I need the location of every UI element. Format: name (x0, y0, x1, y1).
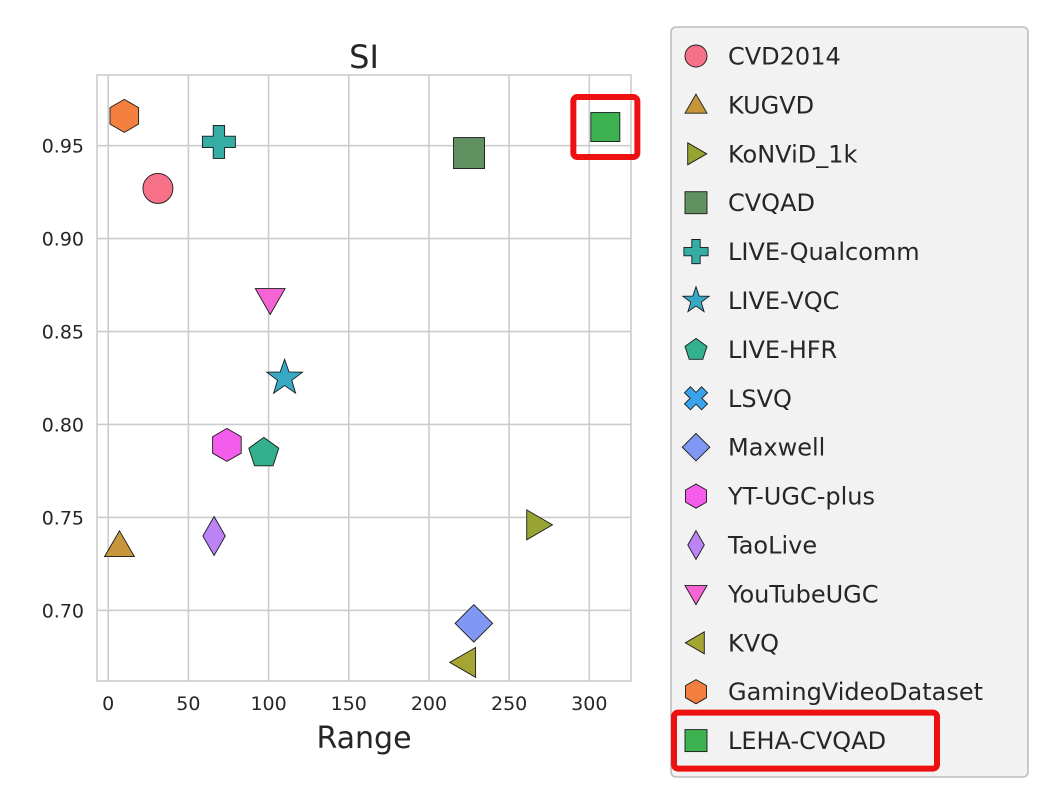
legend-marker-cvqad (684, 191, 708, 215)
legend-label: Maxwell (728, 434, 825, 462)
legend-marker-kugvd (684, 93, 708, 114)
x-tick-label: 100 (250, 693, 286, 715)
legend-marker-taolive (687, 529, 705, 561)
legend: CVD2014 KUGVD KoNViD_1k CVQAD LIVE-Qualcomm L… (670, 26, 1029, 778)
point-live-vqc (265, 357, 304, 395)
point-maxwell (454, 603, 494, 643)
legend-label: KVQ (728, 629, 779, 657)
legend-label: CVD2014 (728, 43, 841, 71)
plot-area: 0 50 100 150 200 250 300 0.70 0.75 0.80 0.85 0.90 0.… (42, 38, 641, 756)
x-tick-label: 300 (571, 693, 607, 715)
legend-label: LEHA-CVQAD (728, 727, 886, 755)
x-axis-label: Range (316, 721, 411, 756)
point-konvid-1k (526, 509, 554, 541)
legend-marker-maxwell (681, 432, 711, 462)
x-tick-label: 0 (102, 693, 114, 715)
point-gamingvideodataset (109, 98, 140, 133)
legend-marker-live-qualcomm (683, 239, 709, 265)
legend-marker-live-vqc (681, 285, 711, 313)
chart-title: SI (349, 38, 379, 76)
point-cvqad (453, 137, 485, 170)
axes-frame (96, 74, 632, 682)
x-tick-label: 200 (411, 693, 447, 715)
legend-marker-konvid-1k (687, 142, 708, 166)
point-youtubeugc (254, 288, 286, 316)
point-live-hfr (248, 436, 280, 467)
point-taolive (202, 515, 226, 557)
legend-label: LSVQ (728, 385, 792, 413)
point-kugvd (103, 529, 136, 558)
legend-frame (670, 26, 1029, 778)
legend-marker-kvq (684, 631, 705, 655)
y-tick-label: 0.95 (42, 136, 84, 158)
legend-label: LIVE-HFR (728, 336, 837, 364)
point-kvq (448, 646, 477, 679)
point-yt-ugc-plus (212, 427, 242, 462)
legend-label: TaoLive (727, 532, 817, 560)
legend-marker-live-hfr (684, 337, 708, 360)
legend-marker-leha-cvqad (684, 729, 708, 753)
legend-label: YT-UGC-plus (727, 483, 875, 511)
legend-label: KoNViD_1k (728, 140, 857, 168)
legend-highlight-box (671, 709, 940, 772)
legend-marker-youtubeugc (684, 585, 708, 606)
legend-label: GamingVideoDataset (728, 678, 983, 706)
legend-marker-yt-ugc-plus (685, 483, 707, 509)
y-tick-label: 0.75 (42, 507, 84, 529)
highlight-box (570, 94, 641, 161)
point-cvd2014 (142, 172, 174, 204)
x-tick-label: 150 (331, 693, 367, 715)
legend-label: KUGVD (728, 91, 814, 119)
x-tick-label: 50 (176, 693, 200, 715)
x-tick-label: 250 (491, 693, 527, 715)
y-tick-label: 0.90 (42, 229, 84, 251)
legend-label: LIVE-Qualcomm (728, 238, 920, 266)
point-live-qualcomm (201, 124, 236, 159)
y-tick-label: 0.70 (42, 600, 84, 622)
legend-label: LIVE-VQC (728, 287, 839, 315)
legend-marker-gamingvideodataset (685, 679, 707, 705)
y-tick-label: 0.80 (42, 414, 84, 436)
axes-background (97, 75, 631, 681)
point-leha-cvqad (590, 112, 621, 142)
y-tick-label: 0.85 (42, 322, 84, 344)
legend-marker-lsvq (683, 386, 709, 411)
legend-label: CVQAD (728, 189, 815, 217)
legend-label: YouTubeUGC (727, 580, 879, 608)
legend-marker-cvd2014 (684, 44, 708, 68)
